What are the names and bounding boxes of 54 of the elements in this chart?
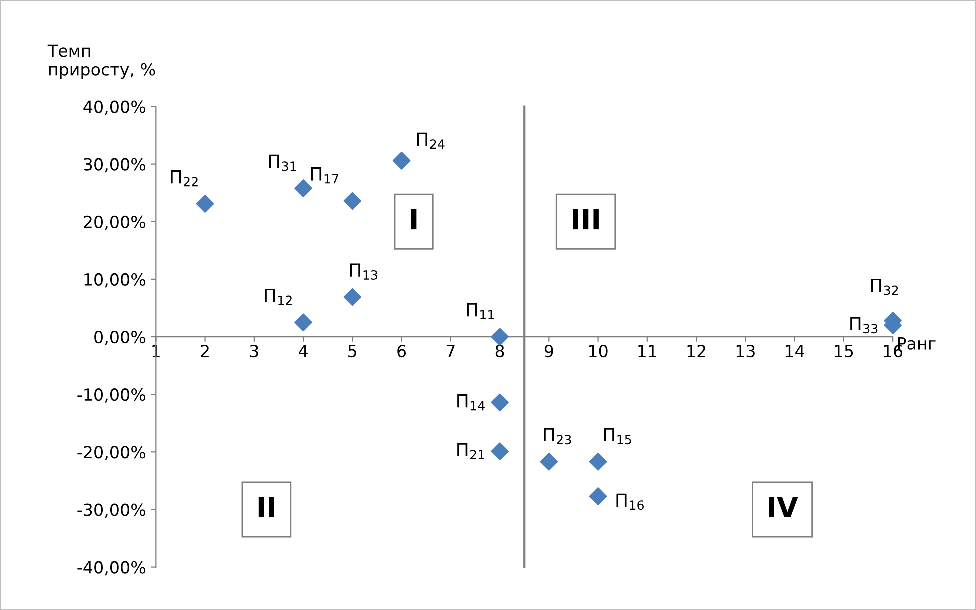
x-tick-label: 13 — [736, 344, 755, 358]
annotation: П$_{21}$ — [458, 443, 484, 460]
annotation: П$_{14}$ — [458, 394, 485, 411]
point — [294, 180, 312, 198]
annotation: П$_{13}$ — [350, 264, 378, 280]
x-tick-label: 11 — [638, 345, 656, 358]
annotation: П$_{32}$ — [871, 278, 898, 296]
y-tick-label: 40,00% — [84, 100, 146, 116]
y-tick-label: 10,00% — [84, 273, 146, 288]
point — [344, 288, 362, 306]
annotation: П$_{11}$ — [467, 303, 494, 320]
annotation: III — [573, 209, 599, 230]
annotation: П$_{16}$ — [616, 494, 644, 510]
point — [540, 453, 558, 471]
annotation: П$_{33}$ — [850, 317, 878, 334]
y-tick-label: 0,00% — [94, 330, 146, 346]
point — [589, 488, 608, 506]
annotation: II — [258, 497, 274, 518]
y-tick-label: -30,00% — [78, 504, 146, 518]
x-tick-label: 6 — [398, 344, 406, 358]
x-tick-label: 7 — [446, 345, 455, 358]
point — [344, 192, 362, 210]
y-tick-label: -40,00% — [78, 561, 146, 576]
point — [196, 195, 214, 213]
annotation: П$_{12}$ — [265, 289, 292, 306]
annotation: П$_{17}$ — [311, 168, 338, 184]
x-tick-label: 3 — [250, 344, 258, 358]
annotation: I — [411, 209, 417, 230]
x-tick-label: 8 — [496, 344, 504, 358]
point — [491, 442, 509, 460]
x-tick-label: 12 — [688, 344, 706, 358]
point — [392, 152, 411, 170]
point — [491, 394, 509, 412]
annotation: П$_{24}$ — [417, 132, 445, 149]
y-tick-label: 30,00% — [84, 158, 146, 173]
x-tick-label: 15 — [835, 345, 854, 358]
x-tick-label: 2 — [201, 344, 209, 358]
x-tick-label: 9 — [544, 344, 554, 358]
point — [589, 453, 608, 471]
annotation: IV — [769, 497, 798, 518]
x-tick-label: 5 — [348, 345, 357, 358]
y-axis-title: Темп приросту, % — [48, 44, 156, 80]
x-tick-label: 4 — [299, 345, 308, 358]
x-tick-label: 14 — [786, 345, 804, 358]
annotation: П$_{31}$ — [269, 154, 296, 172]
annotation: П$_{23}$ — [544, 428, 572, 445]
point — [294, 314, 312, 332]
annotation: П$_{22}$ — [171, 170, 198, 187]
annotation: П$_{15}$ — [604, 428, 632, 445]
y-tick-label: 20,00% — [84, 216, 146, 230]
y-tick-label: -20,00% — [78, 446, 146, 460]
y-tick-label: -10,00% — [78, 388, 146, 403]
point — [491, 328, 509, 346]
x-tick-label: 10 — [590, 344, 608, 358]
